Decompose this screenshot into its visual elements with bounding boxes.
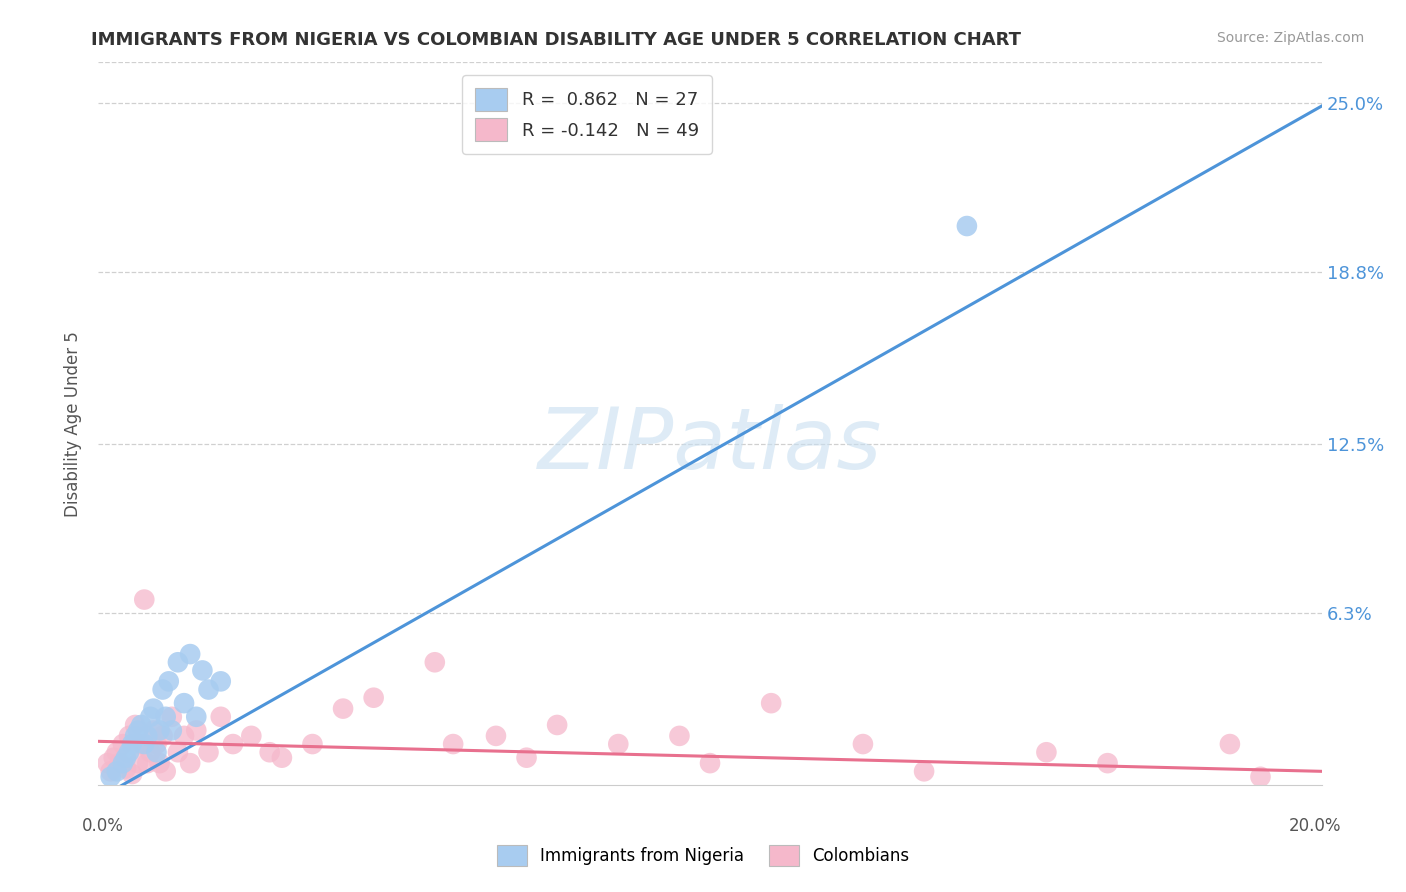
Text: 0.0%: 0.0% [82,817,124,835]
Point [173,729,195,743]
Legend: Immigrants from Nigeria, Colombians: Immigrants from Nigeria, Colombians [488,837,918,875]
Point [1035,745,1057,759]
Point [142,701,165,715]
Point [155,764,177,779]
Point [152,682,174,697]
Point [97,756,120,771]
Point [222,737,245,751]
Point [607,737,630,751]
Point [129,737,152,751]
Point [105,764,128,779]
Point [240,729,263,743]
Legend: R =  0.862   N = 27, R = -0.142   N = 49: R = 0.862 N = 27, R = -0.142 N = 49 [463,75,711,154]
Point [209,710,232,724]
Point [134,737,156,751]
Point [191,664,214,678]
Point [852,737,875,751]
Point [270,750,294,764]
Point [956,219,979,233]
Point [167,655,190,669]
Point [129,718,152,732]
Point [100,764,122,779]
Point [173,696,195,710]
Point [546,718,568,732]
Point [157,674,180,689]
Point [111,737,134,751]
Point [912,764,935,779]
Point [105,745,128,759]
Point [179,647,201,661]
Point [149,756,172,771]
Point [301,737,323,751]
Point [127,723,149,738]
Point [118,729,141,743]
Point [363,690,385,705]
Point [516,750,538,764]
Point [124,718,146,732]
Point [186,710,208,724]
Point [115,750,138,764]
Point [167,745,190,759]
Point [118,745,141,759]
Point [121,767,143,781]
Point [186,723,208,738]
Point [145,737,167,751]
Point [136,756,159,771]
Point [139,745,162,759]
Text: IMMIGRANTS FROM NIGERIA VS COLOMBIAN DISABILITY AGE UNDER 5 CORRELATION CHART: IMMIGRANTS FROM NIGERIA VS COLOMBIAN DIS… [91,31,1021,49]
Text: Source: ZipAtlas.com: Source: ZipAtlas.com [1216,31,1364,45]
Point [1250,770,1272,784]
Point [332,701,354,715]
Point [699,756,721,771]
Point [124,729,146,743]
Y-axis label: Disability Age Under 5: Disability Age Under 5 [65,331,83,516]
Point [115,762,138,776]
Point [139,710,162,724]
Text: ZIPatlas: ZIPatlas [538,404,882,487]
Point [179,756,201,771]
Point [160,723,183,738]
Point [1219,737,1241,751]
Point [441,737,464,751]
Point [761,696,783,710]
Point [145,745,167,759]
Point [668,729,690,743]
Point [149,723,172,738]
Point [127,756,149,771]
Point [197,682,219,697]
Point [142,723,165,738]
Point [121,737,143,751]
Point [197,745,219,759]
Point [136,729,159,743]
Point [1097,756,1119,771]
Point [485,729,508,743]
Point [108,756,131,771]
Point [259,745,281,759]
Point [155,710,177,724]
Point [103,750,125,764]
Point [134,592,156,607]
Point [423,655,446,669]
Point [152,729,174,743]
Point [209,674,232,689]
Point [100,770,122,784]
Point [160,710,183,724]
Text: 20.0%: 20.0% [1288,817,1341,835]
Point [111,756,134,771]
